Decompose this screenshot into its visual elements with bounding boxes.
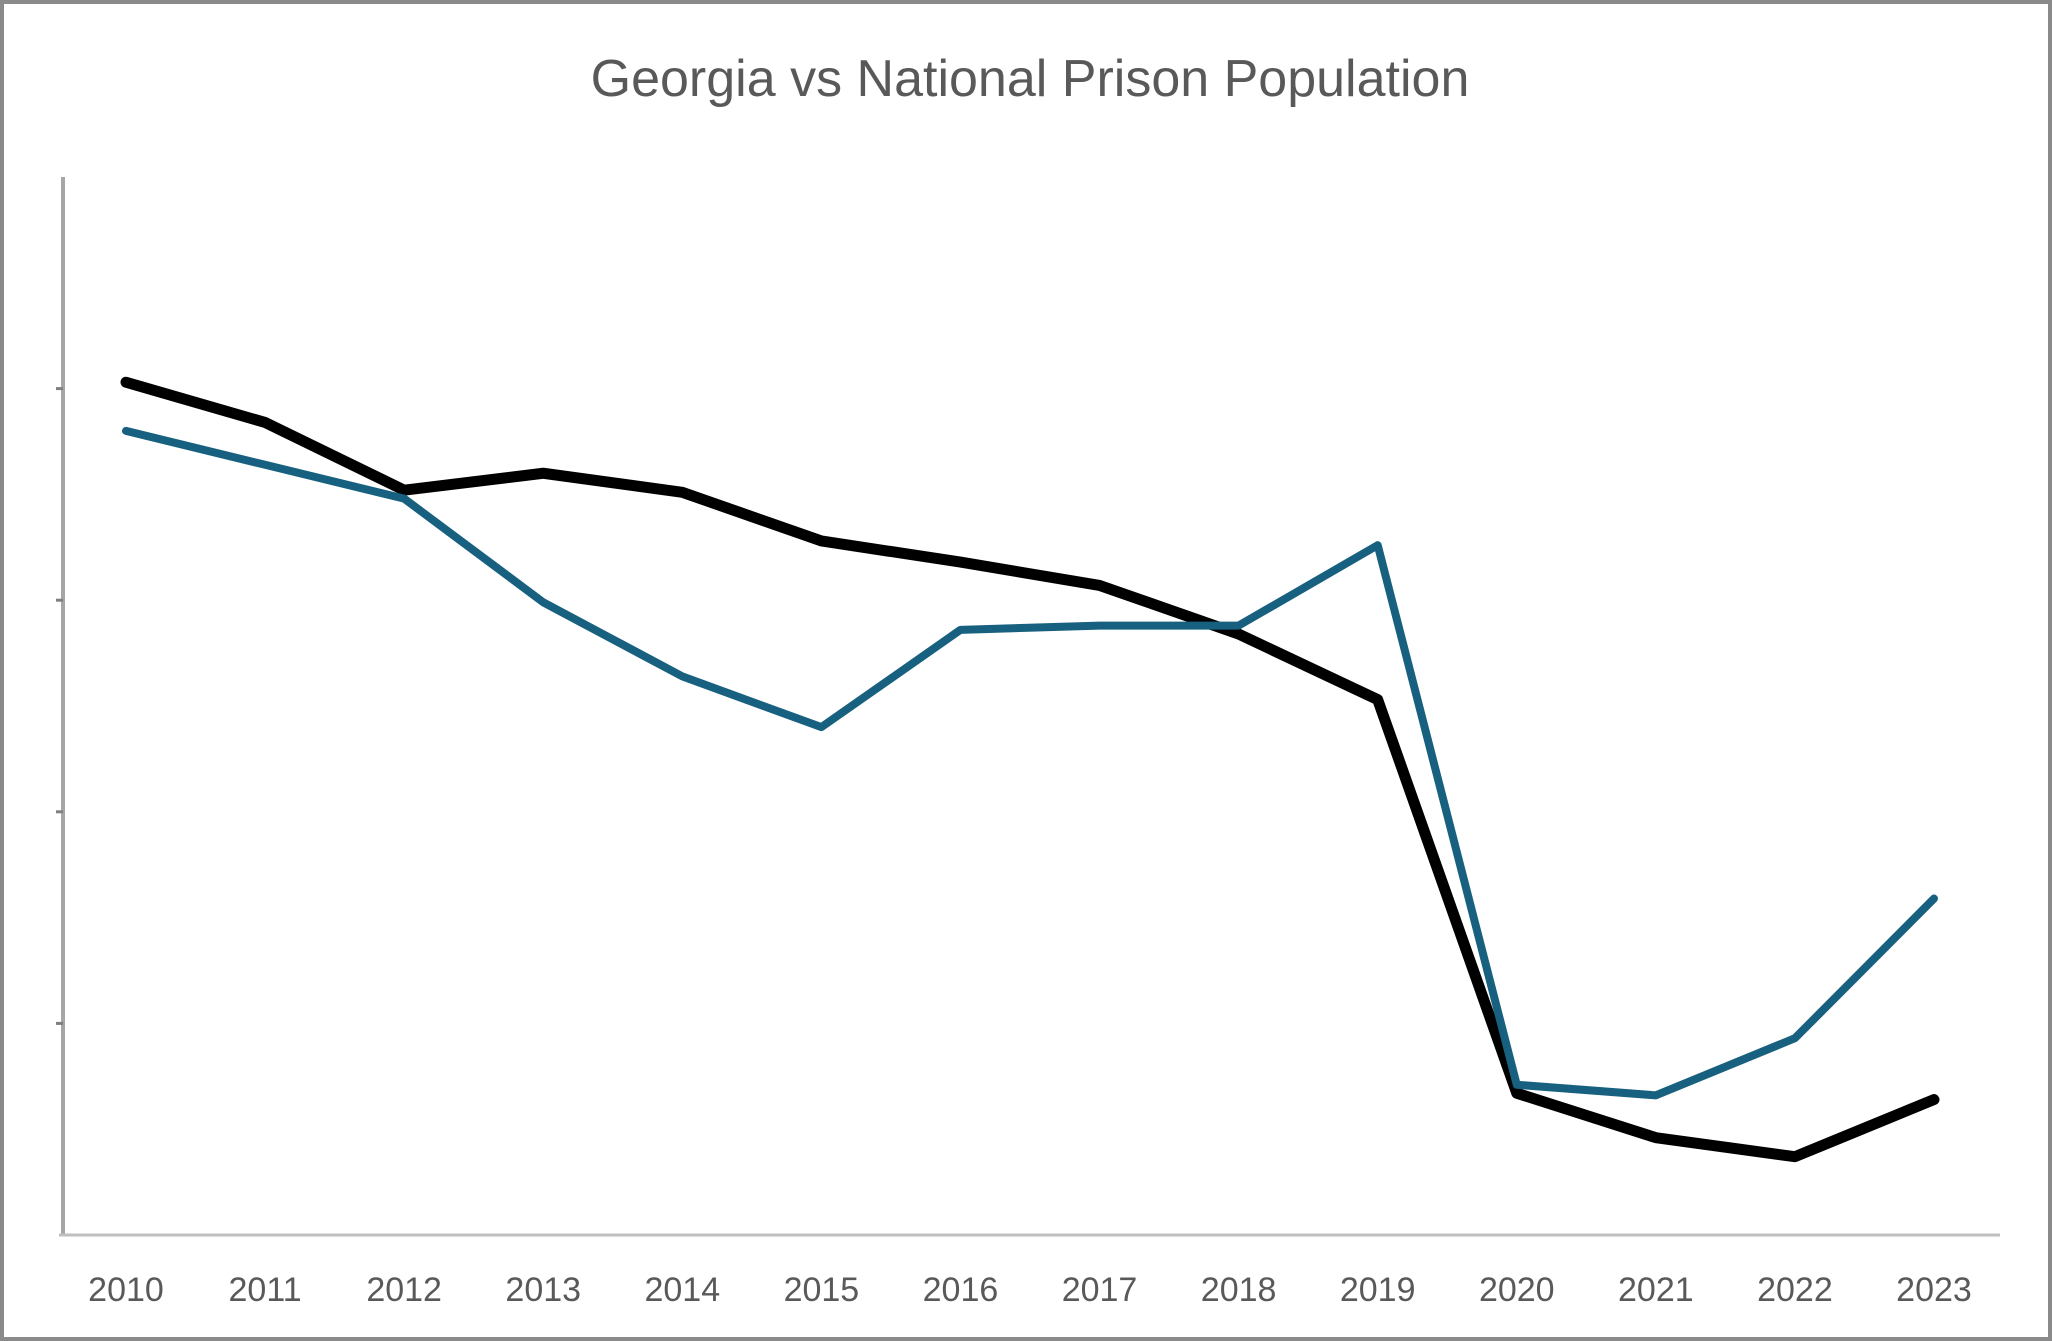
- x-tick-label: 2015: [784, 1271, 860, 1309]
- x-tick-label: 2022: [1757, 1271, 1833, 1309]
- x-tick-label: 2010: [88, 1271, 164, 1309]
- x-tick-label: 2017: [1062, 1271, 1138, 1309]
- x-tick-label: 2023: [1896, 1271, 1972, 1309]
- x-tick-label: 2011: [229, 1271, 302, 1309]
- x-tick-label: 2020: [1479, 1271, 1555, 1309]
- chart-title: Georgia vs National Prison Population: [591, 50, 1470, 108]
- x-tick-label: 2014: [644, 1271, 720, 1309]
- x-tick-label: 2012: [366, 1271, 442, 1309]
- series-line-2: [122, 426, 1938, 1100]
- x-tick-label: 2018: [1201, 1271, 1277, 1309]
- x-tick-label: 2013: [505, 1271, 581, 1309]
- x-tick-label: 2021: [1618, 1271, 1694, 1309]
- series-line-1: [120, 376, 1940, 1163]
- line-chart: Georgia vs National Prison Population 20…: [56, 50, 2000, 1309]
- x-tick-label: 2019: [1340, 1271, 1416, 1309]
- x-tick-label: 2016: [923, 1271, 999, 1309]
